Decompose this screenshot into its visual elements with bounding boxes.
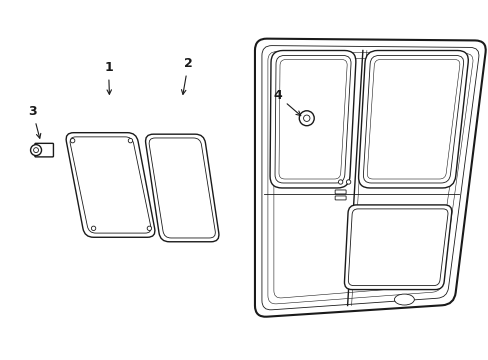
Text: 1: 1: [104, 62, 113, 94]
PathPatch shape: [358, 50, 468, 188]
FancyBboxPatch shape: [334, 196, 346, 200]
Text: 2: 2: [181, 58, 192, 94]
FancyBboxPatch shape: [334, 190, 346, 194]
Circle shape: [299, 111, 314, 126]
PathPatch shape: [269, 50, 355, 188]
PathPatch shape: [66, 133, 155, 237]
Circle shape: [91, 226, 96, 230]
Circle shape: [31, 145, 41, 156]
Circle shape: [70, 139, 75, 143]
Circle shape: [338, 180, 342, 184]
Text: 3: 3: [28, 105, 41, 138]
PathPatch shape: [145, 134, 219, 242]
Ellipse shape: [394, 294, 413, 305]
FancyBboxPatch shape: [35, 143, 53, 157]
PathPatch shape: [254, 39, 485, 317]
Circle shape: [147, 226, 151, 230]
Circle shape: [303, 115, 309, 121]
Circle shape: [34, 148, 39, 153]
Text: 4: 4: [273, 89, 300, 116]
Circle shape: [346, 180, 350, 184]
PathPatch shape: [344, 205, 451, 289]
Circle shape: [128, 139, 132, 143]
